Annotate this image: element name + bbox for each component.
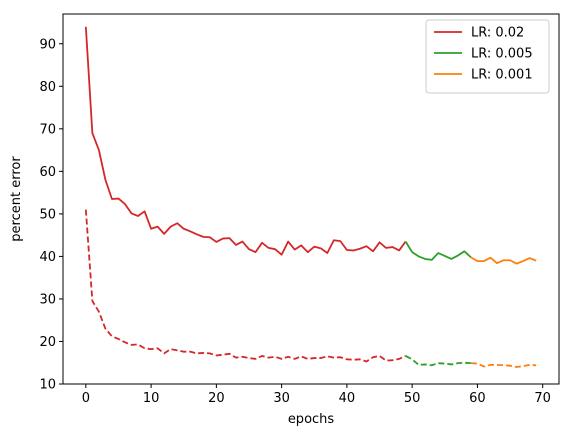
legend-label: LR: 0.001 — [471, 68, 533, 83]
series-line-1 — [86, 210, 406, 362]
x-tick-label: 30 — [273, 391, 290, 406]
x-axis: 0 10 20 30 40 50 60 70 — [82, 384, 551, 406]
y-axis-title: percent error — [9, 156, 24, 242]
series-line-2 — [406, 242, 471, 260]
x-tick-label: 50 — [404, 391, 421, 406]
y-tick-label: 70 — [39, 122, 56, 137]
y-tick-label: 40 — [39, 250, 56, 265]
x-tick-label: 70 — [534, 391, 551, 406]
x-tick-label: 60 — [469, 391, 486, 406]
x-tick-label: 20 — [208, 391, 225, 406]
x-tick-label: 0 — [82, 391, 90, 406]
y-tick-label: 90 — [39, 37, 56, 52]
legend-label: LR: 0.02 — [471, 26, 524, 41]
y-tick-label: 50 — [39, 207, 56, 222]
x-axis-title: epochs — [288, 412, 335, 427]
legend-label: LR: 0.005 — [471, 47, 533, 62]
y-tick-label: 60 — [39, 165, 56, 180]
x-tick-label: 40 — [339, 391, 356, 406]
y-tick-label: 10 — [39, 378, 56, 393]
legend: LR: 0.02 LR: 0.005 LR: 0.001 — [426, 20, 549, 93]
y-tick-label: 80 — [39, 80, 56, 95]
y-tick-label: 20 — [39, 335, 56, 350]
y-tick-label: 30 — [39, 292, 56, 307]
series-line-0 — [86, 27, 406, 255]
series-line-5 — [471, 363, 536, 367]
series-line-3 — [406, 356, 471, 365]
y-axis: 10 20 30 40 50 60 70 80 90 — [39, 37, 63, 392]
series-line-4 — [471, 257, 536, 263]
x-tick-label: 10 — [143, 391, 160, 406]
